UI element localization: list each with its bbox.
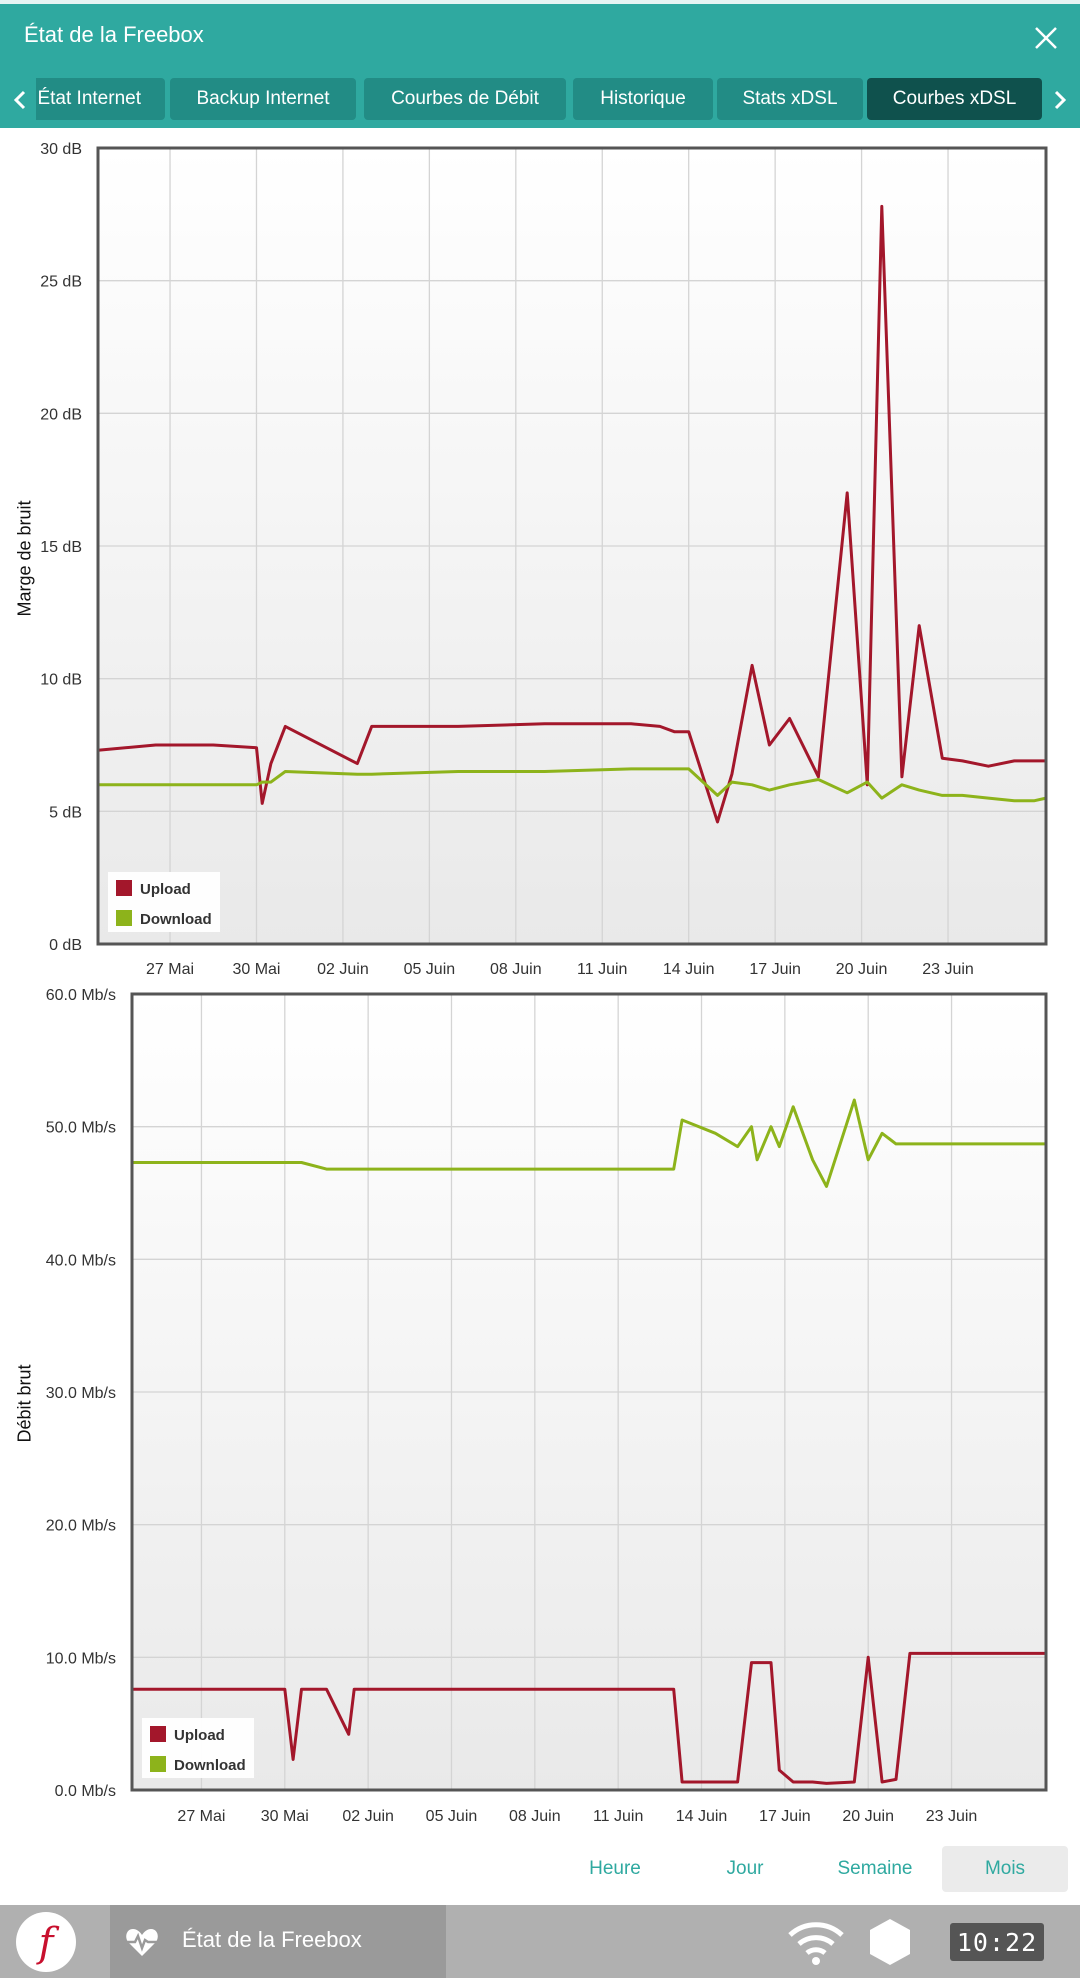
tab-courbes-xdsl[interactable]: Courbes xDSL (867, 78, 1042, 120)
legend-swatch-upload (150, 1726, 166, 1742)
y-tick-label: 0.0 Mb/s (55, 1783, 116, 1800)
y-tick-label: 0 dB (49, 937, 82, 954)
range-jour-button[interactable]: Jour (726, 1858, 764, 1879)
y-tick-label: 30 dB (40, 141, 82, 158)
noise-margin-chart: 0 dB 5 dB 10 dB 15 dB 20 dB 25 dB 30 dB 27 Mai 3… (0, 128, 1080, 988)
tab-label: État Internet (37, 88, 141, 109)
download-series-line (132, 1098, 1046, 1188)
heart-pulse-icon (126, 1929, 158, 1956)
y-tick-label: 40.0 Mb/s (46, 1252, 116, 1269)
y-tick-label: 20 dB (40, 406, 82, 423)
close-icon (1035, 27, 1057, 49)
upload-series-line (132, 1651, 1046, 1785)
x-tick-label: 30 Mai (232, 961, 280, 978)
chart-legend: Upload Download (142, 1718, 254, 1778)
tab-label: Stats xDSL (742, 88, 838, 109)
legend-label-upload: Upload (174, 1727, 225, 1744)
y-tick-label: 25 dB (40, 274, 82, 291)
tab-label: Courbes xDSL (892, 88, 1017, 109)
wifi-icon (788, 1922, 844, 1965)
range-semaine-button[interactable]: Semaine (837, 1858, 913, 1879)
raw-throughput-y-axis-label: Débit brut (14, 1364, 35, 1443)
tab-label: Historique (600, 88, 686, 109)
tab-etat-internet[interactable]: État Internet (36, 78, 165, 120)
tabs-scroll-left-button[interactable] (2, 78, 38, 122)
taskbar-app-label: État de la Freebox (182, 1927, 362, 1952)
x-tick-label: 20 Juin (836, 961, 888, 978)
y-tick-label: 20.0 Mb/s (46, 1518, 116, 1535)
download-series-line (98, 767, 1047, 803)
y-tick-label: 10.0 Mb/s (46, 1650, 116, 1667)
close-button[interactable] (1026, 18, 1066, 58)
clock: 10:22 (950, 1923, 1044, 1961)
x-tick-label: 05 Juin (404, 961, 456, 978)
y-tick-label: 5 dB (49, 804, 82, 821)
tabs-scroll-right-button[interactable] (1042, 78, 1078, 122)
x-tick-label: 08 Juin (490, 961, 542, 978)
legend-swatch-download (150, 1756, 166, 1772)
x-tick-label: 14 Juin (663, 961, 715, 978)
x-tick-label: 11 Juin (593, 1808, 643, 1825)
tab-label: Backup Internet (196, 88, 330, 109)
freebox-logo-icon: f (36, 1920, 60, 1966)
tab-stats-xdsl[interactable]: Stats xDSL (717, 78, 863, 120)
legend-label-upload: Upload (140, 881, 191, 898)
tab-historique[interactable]: Historique (573, 78, 713, 120)
y-tick-label: 15 dB (40, 539, 82, 556)
legend-label-download: Download (140, 911, 212, 928)
tabs-row: État Internet Backup Internet Courbes de… (0, 76, 1080, 124)
taskbar-app-etat-freebox[interactable]: État de la Freebox (110, 1905, 446, 1978)
x-tick-label: 17 Juin (749, 961, 801, 978)
x-tick-label: 02 Juin (317, 961, 369, 978)
x-tick-label: 27 Mai (177, 1808, 225, 1825)
taskbar: f État de la Freebox 10:22 (0, 1905, 1080, 1978)
x-tick-label: 02 Juin (342, 1808, 394, 1825)
x-tick-label: 08 Juin (509, 1808, 561, 1825)
legend-swatch-upload (116, 880, 132, 896)
freebox-logo-button[interactable]: f (16, 1912, 76, 1972)
time-range-selector: Heure Jour Semaine Mois (0, 1846, 1080, 1892)
raw-throughput-plot: 0.0 Mb/s 10.0 Mb/s 20.0 Mb/s 30.0 Mb/s 40.0 … (46, 987, 1048, 1825)
chevron-right-icon (1054, 90, 1067, 110)
chevron-left-icon (13, 90, 26, 110)
y-tick-label: 50.0 Mb/s (46, 1120, 116, 1137)
app-header: État de la Freebox État Internet Backup … (0, 0, 1080, 128)
noise-margin-y-axis-label: Marge de bruit (14, 500, 35, 617)
x-tick-label: 27 Mai (146, 961, 194, 978)
tab-courbes-debit[interactable]: Courbes de Débit (364, 78, 566, 120)
plot-frame (130, 992, 1048, 1792)
window-title: État de la Freebox (24, 22, 204, 47)
tab-backup-internet[interactable]: Backup Internet (170, 78, 356, 120)
chart-legend: Upload Download (108, 872, 220, 932)
raw-throughput-chart: 0.0 Mb/s 10.0 Mb/s 20.0 Mb/s 30.0 Mb/s 40.0 … (0, 987, 1080, 1838)
x-tick-label: 17 Juin (759, 1808, 811, 1825)
x-tick-label: 30 Mai (261, 1808, 309, 1825)
y-tick-label: 10 dB (40, 672, 82, 689)
hexagon-icon (870, 1919, 910, 1965)
noise-margin-plot: 0 dB 5 dB 10 dB 15 dB 20 dB 25 dB 30 dB 27 Mai 3… (40, 141, 1048, 978)
x-tick-label: 23 Juin (926, 1808, 978, 1825)
tabs-strip: État Internet Backup Internet Courbes de… (36, 76, 1044, 122)
freebox-logo-letter: f (36, 1920, 60, 1966)
y-tick-label: 60.0 Mb/s (46, 988, 116, 1004)
range-heure-button[interactable]: Heure (589, 1858, 641, 1879)
legend-label-download: Download (174, 1757, 246, 1774)
x-tick-label: 05 Juin (426, 1808, 478, 1825)
x-tick-label: 20 Juin (842, 1808, 894, 1825)
plot-frame (96, 146, 1048, 946)
x-tick-label: 11 Juin (577, 961, 627, 978)
tab-label: Courbes de Débit (391, 88, 539, 109)
x-tick-label: 23 Juin (922, 961, 974, 978)
upload-series-line (97, 204, 1046, 824)
legend-swatch-download (116, 910, 132, 926)
y-tick-label: 30.0 Mb/s (46, 1385, 116, 1402)
range-mois-button[interactable]: Mois (942, 1846, 1068, 1892)
x-tick-label: 14 Juin (676, 1808, 728, 1825)
